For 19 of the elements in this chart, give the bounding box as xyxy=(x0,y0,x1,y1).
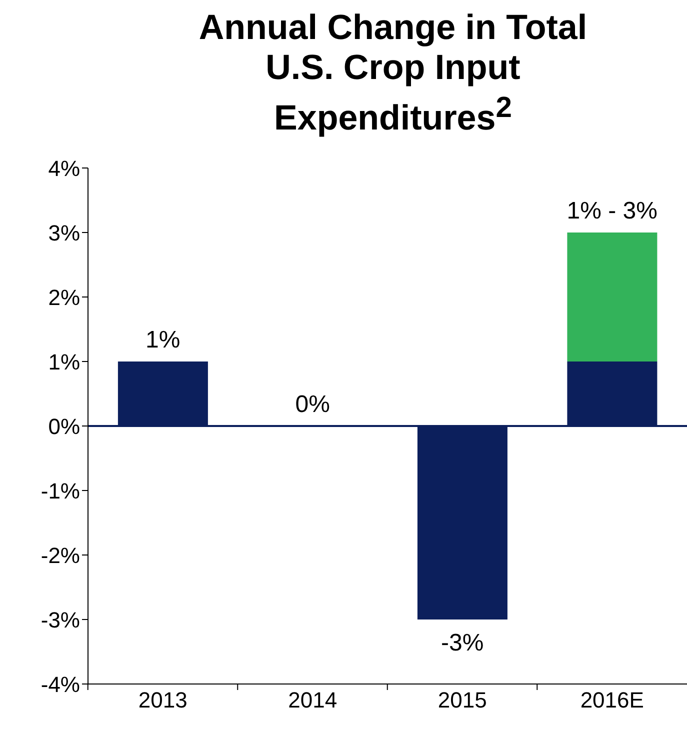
y-tick-label: 0% xyxy=(48,414,80,439)
data-label: 1% xyxy=(146,326,180,354)
y-tick-label: -1% xyxy=(40,478,80,504)
y-tick-label: -2% xyxy=(40,542,80,568)
x-tick-label: 2015 xyxy=(438,688,487,713)
y-tick-label: 4% xyxy=(48,156,80,181)
x-tick-label: 2016E xyxy=(580,688,644,713)
y-tick-label: 3% xyxy=(48,220,80,246)
data-label: -3% xyxy=(441,630,484,657)
bar xyxy=(567,232,658,362)
y-tick-label: -3% xyxy=(40,607,80,632)
annotation: 1% - 3% xyxy=(566,198,658,224)
y-tick-label: -4% xyxy=(40,672,80,697)
y-tick-label: 2% xyxy=(48,284,80,310)
chart-title: Annual Change in Total U.S. Crop Input Expenditures$^{2}$ xyxy=(198,8,588,140)
y-tick-label: 1% xyxy=(48,349,80,374)
data-label: 0% xyxy=(295,391,330,418)
x-tick-label: 2013 xyxy=(138,688,188,713)
x-tick-label: 2014 xyxy=(288,688,338,713)
